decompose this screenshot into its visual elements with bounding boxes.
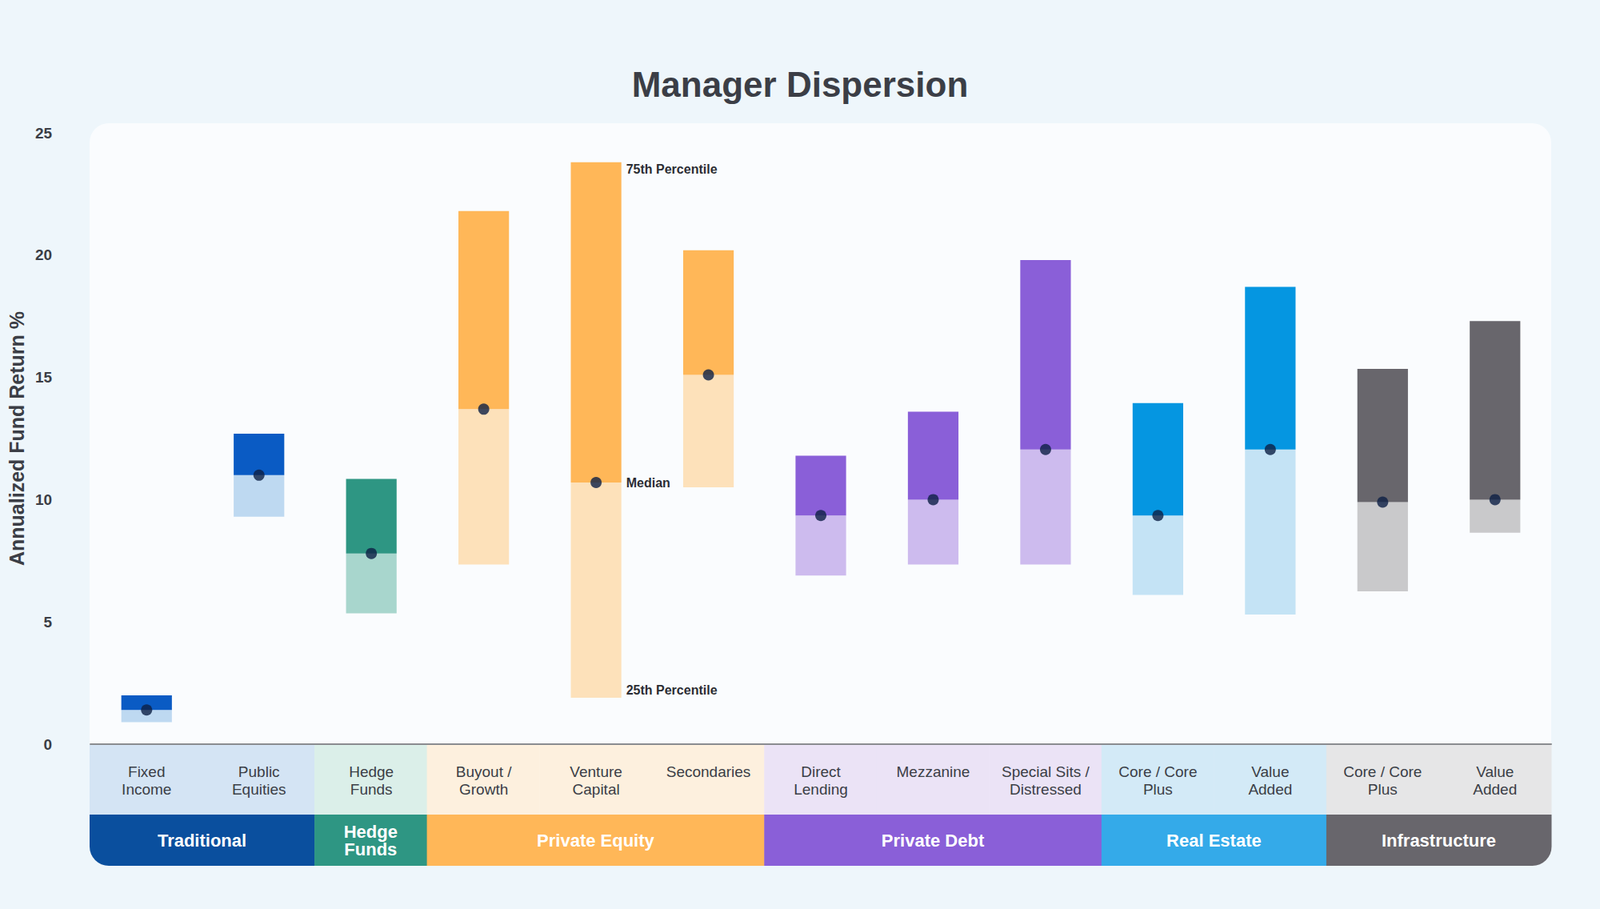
svg-text:Hedge: Hedge [343,821,398,842]
svg-text:Buyout /: Buyout / [456,763,512,780]
svg-text:0: 0 [43,736,52,753]
svg-text:Real Estate: Real Estate [1166,830,1262,851]
svg-text:Growth: Growth [459,780,508,798]
svg-text:Manager Dispersion: Manager Dispersion [632,64,969,104]
svg-text:25th Percentile: 25th Percentile [626,683,718,697]
svg-text:Added: Added [1472,780,1517,798]
svg-text:20: 20 [35,246,52,264]
svg-text:Plus: Plus [1143,780,1173,798]
svg-text:Direct: Direct [800,763,841,780]
svg-text:Core / Core: Core / Core [1343,763,1422,780]
svg-text:Public: Public [238,763,280,780]
svg-text:Income: Income [121,780,172,798]
svg-text:Plus: Plus [1368,780,1398,798]
svg-text:Fixed: Fixed [128,763,165,780]
svg-text:Value: Value [1476,763,1514,780]
svg-text:Distressed: Distressed [1009,780,1082,798]
svg-text:Traditional: Traditional [157,830,247,851]
svg-text:Private Debt: Private Debt [881,830,985,851]
svg-text:Core / Core: Core / Core [1118,763,1197,780]
svg-text:Capital: Capital [572,780,620,798]
svg-text:15: 15 [35,368,53,386]
svg-text:5: 5 [43,613,52,631]
svg-text:Funds: Funds [350,780,393,798]
svg-text:Special Sits /: Special Sits / [1001,763,1091,780]
svg-text:Secondaries: Secondaries [666,763,752,780]
svg-text:Hedge: Hedge [348,763,394,780]
svg-text:Mezzanine: Mezzanine [896,763,971,780]
svg-text:10: 10 [35,491,52,508]
svg-text:Equities: Equities [232,780,287,798]
svg-text:75th Percentile: 75th Percentile [626,162,718,176]
svg-text:Venture: Venture [569,763,623,780]
svg-text:Added: Added [1248,780,1292,798]
svg-text:Median: Median [626,476,671,490]
svg-text:Infrastructure: Infrastructure [1381,830,1496,851]
svg-text:Annualized Fund Return %: Annualized Fund Return % [5,311,28,566]
svg-text:Value: Value [1251,763,1289,780]
svg-text:Funds: Funds [344,839,397,860]
svg-text:Private Equity: Private Equity [536,830,655,851]
svg-text:25: 25 [35,124,53,142]
svg-text:Lending: Lending [793,780,848,798]
